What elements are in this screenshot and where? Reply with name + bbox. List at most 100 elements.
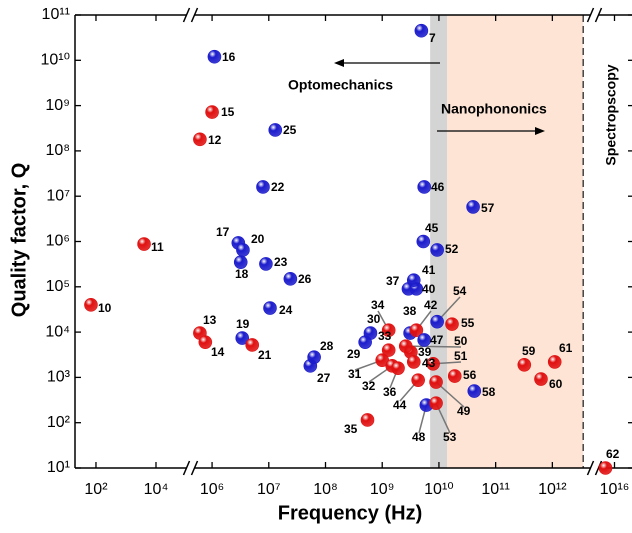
arrow-head	[535, 127, 545, 135]
axis-break	[182, 7, 191, 23]
y-tick-label: 10³	[47, 369, 71, 386]
point	[417, 333, 432, 347]
point-label: 57	[481, 201, 495, 215]
point	[307, 350, 321, 364]
annotation: Spectropscopy	[603, 64, 619, 165]
point-label: 40	[422, 282, 436, 296]
point-label: 38	[403, 304, 417, 318]
point-label: 62	[606, 447, 620, 461]
point-label: 12	[208, 133, 222, 147]
point-label: 48	[412, 430, 426, 444]
axis-break	[190, 7, 199, 23]
point	[259, 257, 273, 271]
point-label: 53	[443, 430, 457, 444]
annotations: Optomechanics Nanophononics Spectropscop…	[288, 59, 619, 166]
arrow-head	[334, 59, 344, 67]
annotation: Nanophononics	[441, 101, 547, 117]
points	[84, 23, 613, 475]
point-label: 34	[371, 298, 385, 312]
y-tick-label: 10⁸	[45, 142, 70, 159]
point-label: 39	[418, 345, 432, 359]
point-label: 43	[422, 356, 436, 370]
point-label: 37	[386, 274, 400, 288]
x-tick-label: 10¹²	[538, 481, 567, 498]
point	[193, 132, 207, 147]
point-label: 42	[424, 298, 438, 312]
region	[430, 15, 448, 468]
point	[517, 357, 532, 372]
point-label: 10	[98, 301, 112, 315]
x-tick-label: 10²	[84, 481, 108, 498]
y-tick-label: 10⁷	[46, 187, 70, 204]
axis-break	[182, 460, 191, 476]
x-tick-label: 10⁸	[313, 481, 338, 498]
point-label: 28	[320, 339, 334, 353]
point-label: 16	[222, 50, 236, 64]
point	[411, 373, 425, 387]
point	[534, 372, 548, 386]
point-label: 32	[362, 379, 376, 393]
point-label: 31	[348, 367, 362, 381]
point	[363, 326, 378, 340]
point-label: 49	[457, 404, 471, 418]
point-label: 26	[298, 272, 312, 286]
x-tick-label: 10⁷	[257, 481, 281, 498]
point-label: 33	[378, 329, 392, 343]
point	[245, 338, 260, 352]
point	[429, 375, 443, 389]
x-axis-title: Frequency (Hz)	[278, 502, 422, 524]
y-tick-label: 10²	[47, 414, 71, 431]
y-tick-label: 10⁵	[46, 278, 70, 295]
axis-break	[594, 460, 603, 476]
point-label: 23	[274, 255, 288, 269]
point	[205, 105, 219, 119]
point	[409, 323, 424, 338]
point	[414, 23, 429, 38]
axis-break-gap	[186, 12, 195, 18]
point	[268, 123, 283, 137]
point-label: 47	[430, 333, 444, 347]
point	[598, 461, 613, 475]
point	[283, 272, 298, 286]
point	[430, 243, 444, 257]
point-label: 18	[235, 267, 249, 281]
point	[207, 49, 222, 64]
axis-break	[586, 7, 595, 23]
point-label: 35	[344, 422, 358, 436]
point	[381, 343, 396, 357]
point	[236, 243, 250, 257]
point	[263, 301, 277, 315]
point-label: 55	[461, 316, 475, 330]
point-label: 50	[454, 334, 468, 348]
point	[406, 355, 421, 369]
point-label: 13	[203, 313, 217, 327]
point	[445, 317, 459, 331]
point-label: 29	[347, 347, 361, 361]
point	[426, 356, 440, 371]
x-tick-label: 10¹⁰	[424, 481, 454, 498]
point	[547, 355, 562, 369]
point-label: 59	[522, 344, 536, 358]
point	[360, 413, 375, 427]
y-axis-title: Quality factor, Q	[8, 163, 30, 317]
x-tick-label: 10¹⁶	[600, 481, 630, 498]
x-tick-label: 10¹¹	[481, 481, 509, 498]
point-label: 27	[317, 371, 331, 385]
point-label: 7	[429, 31, 436, 45]
point	[429, 396, 443, 410]
point	[467, 384, 482, 398]
point-label: 14	[211, 345, 225, 359]
point	[381, 323, 396, 338]
point	[235, 331, 250, 345]
point-label: 19	[236, 317, 250, 331]
point	[417, 180, 432, 194]
point-label: 61	[559, 341, 573, 355]
axis-break	[190, 460, 199, 476]
point-label: 25	[283, 123, 297, 137]
point-label: 17	[216, 225, 230, 239]
y-tick-label: 10¹¹	[42, 6, 70, 23]
point-label: 36	[383, 385, 397, 399]
point	[84, 298, 98, 312]
region	[447, 15, 584, 468]
